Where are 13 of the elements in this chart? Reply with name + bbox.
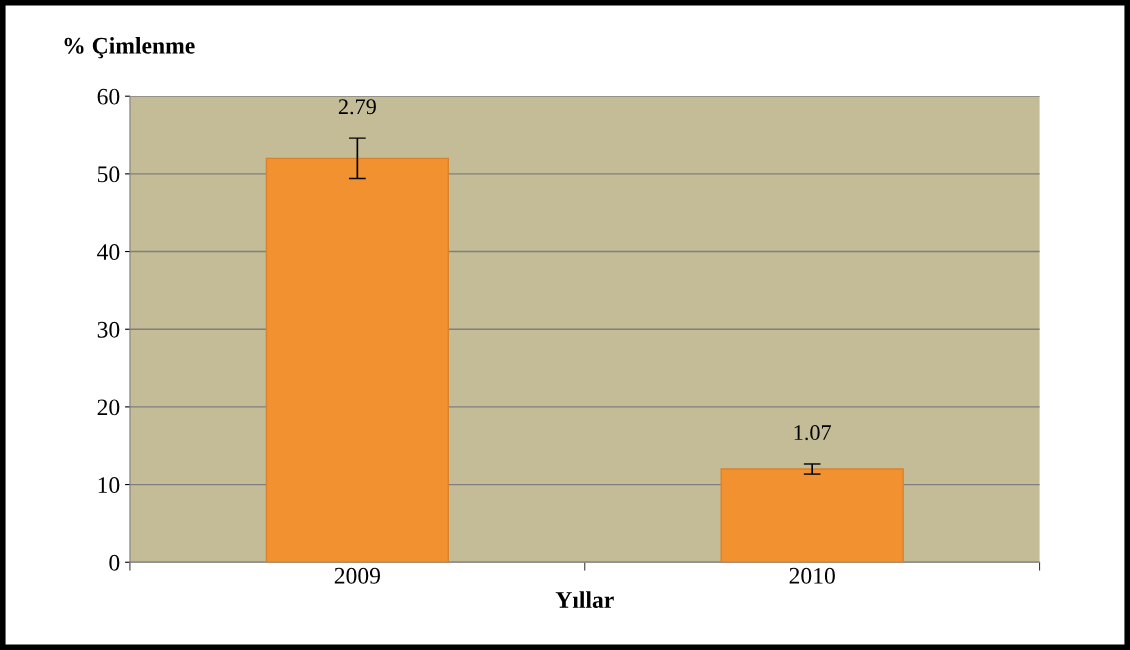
y-tick-label: 40	[97, 244, 120, 260]
x-tick-label: 2009	[334, 567, 381, 584]
y-axis-title: % Çimlenme	[64, 37, 195, 59]
y-tick-label: 0	[109, 554, 120, 571]
x-tick-label: 2010	[789, 567, 835, 584]
y-tick-label: 50	[97, 166, 120, 183]
annotation: 1.07	[794, 425, 831, 441]
annotation: 2.79	[338, 99, 376, 115]
y-tick-label: 10	[98, 477, 120, 493]
x-axis-title: Yıllar	[555, 591, 614, 608]
y-tick-label: 20	[97, 399, 120, 416]
y-tick-label: 60	[97, 88, 120, 105]
y-tick-label: 30	[97, 321, 120, 338]
